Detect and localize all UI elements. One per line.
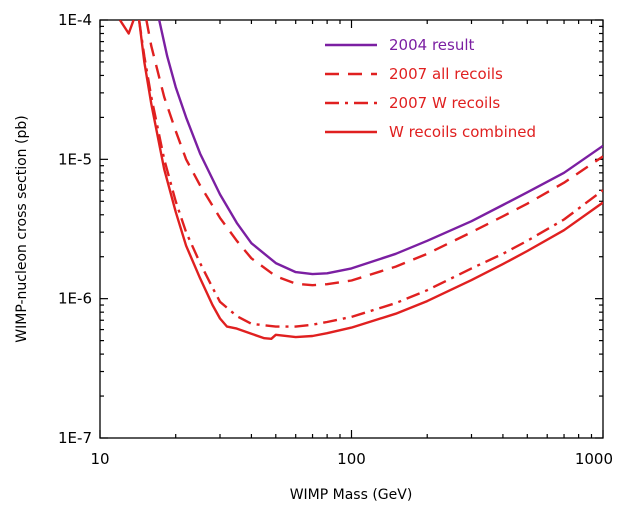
series-line-2007-w-recoils	[137, 20, 603, 328]
series-line-2004-result	[158, 20, 603, 276]
series-line-fragment	[118, 20, 135, 35]
tick-labels: 10 100 1000 1E-7 1E-6 1E-5 1E-4	[58, 11, 613, 468]
x-tick-label: 1000	[575, 450, 613, 468]
legend-label: 2007 all recoils	[389, 65, 503, 83]
y-tick-label: 1E-6	[58, 290, 92, 308]
y-tick-label: 1E-7	[58, 429, 92, 447]
ticks	[99, 19, 604, 439]
legend: 2004 result 2007 all recoils 2007 W recoil…	[325, 36, 536, 141]
y-tick-label: 1E-4	[58, 11, 92, 29]
x-tick-label: 100	[337, 450, 366, 468]
legend-label: W recoils combined	[389, 123, 536, 141]
series-layer	[118, 20, 603, 340]
series-line-w-recoils-combined	[137, 20, 603, 340]
x-axis-title: WIMP Mass (GeV)	[290, 487, 413, 503]
legend-label: 2004 result	[389, 36, 474, 54]
y-axis-title: WIMP-nucleon cross section (pb)	[14, 115, 30, 342]
x-tick-label: 10	[90, 450, 109, 468]
series-line-2007-all-recoils	[145, 20, 603, 287]
y-tick-label: 1E-5	[58, 150, 92, 168]
legend-label: 2007 W recoils	[389, 94, 500, 112]
